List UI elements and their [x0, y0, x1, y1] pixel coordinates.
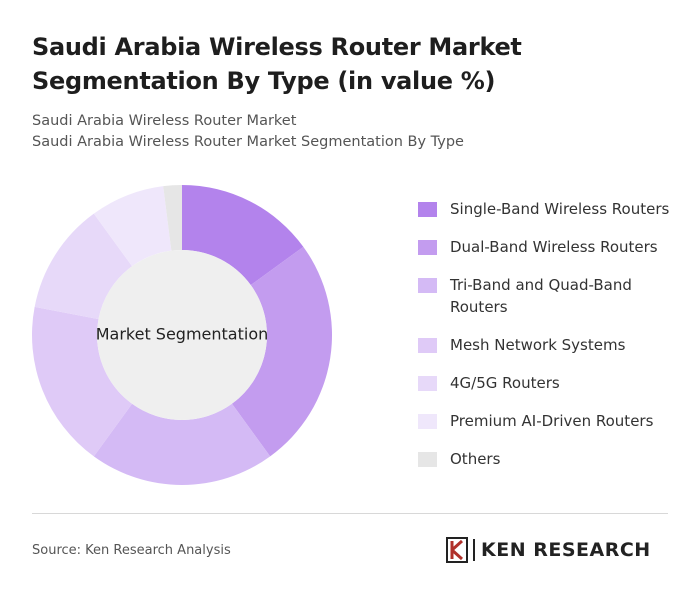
logo-bar — [473, 539, 475, 561]
center-label: Market Segmentation — [96, 325, 269, 344]
donut-chart: Market Segmentation — [31, 185, 332, 485]
legend-swatch — [418, 452, 437, 467]
donut-segment — [93, 186, 172, 267]
legend-item: Tri-Band and Quad-Band Routers — [418, 274, 678, 318]
legend-item: Single-Band Wireless Routers — [418, 198, 678, 220]
legend-swatch — [418, 202, 437, 217]
legend-label: Dual-Band Wireless Routers — [450, 238, 658, 256]
subtitle: Saudi Arabia Wireless Router Market — [32, 113, 297, 129]
legend-item: Mesh Network Systems — [418, 334, 678, 356]
legend-label: Premium AI-Driven Routers — [450, 412, 654, 430]
legend-swatch — [418, 376, 437, 391]
legend-swatch — [418, 338, 437, 353]
source: Source: Ken Research Analysis — [32, 543, 231, 558]
chart-title: Saudi Arabia Wireless Router Market Segm… — [32, 33, 522, 95]
divider — [32, 513, 668, 514]
legend-swatch — [418, 414, 437, 429]
legend-item: Dual-Band Wireless Routers — [418, 236, 678, 258]
legend-item: 4G/5G Routers — [418, 372, 678, 394]
donut-hole — [97, 250, 267, 420]
logo: KEN RESEARCH — [446, 537, 651, 563]
brand: KEN RESEARCH — [481, 539, 651, 561]
legend-swatch — [418, 278, 437, 293]
donut-segment — [31, 306, 133, 457]
legend-item: Premium AI-Driven Routers — [418, 410, 678, 432]
donut-segment — [93, 403, 271, 485]
donut-segment — [34, 213, 133, 320]
donut-segment — [231, 246, 332, 457]
legend-swatch — [418, 240, 437, 255]
legend-label: 4G/5G Routers — [450, 374, 560, 392]
legend-label: Tri-Band and Quad-Band Routers — [450, 276, 632, 316]
logo-icon — [446, 537, 468, 563]
donut-segment — [163, 185, 182, 251]
legend-label: Mesh Network Systems — [450, 336, 626, 354]
legend-item: Others — [418, 448, 678, 470]
legend-label: Single-Band Wireless Routers — [450, 200, 670, 218]
subtitle: Saudi Arabia Wireless Router Market Segm… — [32, 134, 464, 150]
donut-segment — [182, 185, 304, 286]
legend-label: Others — [450, 450, 501, 468]
legend: Single-Band Wireless Routers Dual-Band Wi… — [418, 198, 678, 486]
